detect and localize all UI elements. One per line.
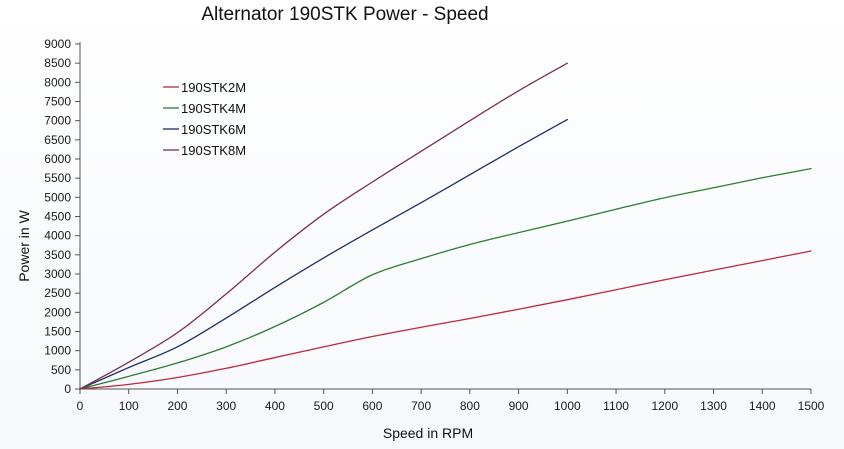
y-tick-label: 2500 xyxy=(44,286,71,300)
x-tick-label: 200 xyxy=(167,399,187,413)
x-tick-label: 1200 xyxy=(651,399,678,413)
y-tick-label: 4500 xyxy=(44,210,71,224)
axes: 0500100015002000250030003500400045005000… xyxy=(44,37,824,413)
x-tick-label: 500 xyxy=(314,399,334,413)
y-tick-label: 7000 xyxy=(44,114,71,128)
x-tick-label: 800 xyxy=(460,399,480,413)
y-tick-label: 6500 xyxy=(44,133,71,147)
x-tick-label: 0 xyxy=(77,399,84,413)
series-line-190stk8m xyxy=(79,62,568,390)
y-tick-label: 0 xyxy=(64,382,71,396)
y-tick-label: 1500 xyxy=(44,325,71,339)
legend-label-190stk8m: 190STK8M xyxy=(181,143,246,158)
series-line-190stk6m xyxy=(79,118,568,390)
x-tick-label: 1100 xyxy=(603,399,629,413)
y-tick-label: 8500 xyxy=(44,56,71,70)
x-tick-label: 1500 xyxy=(798,399,825,413)
y-tick-label: 8000 xyxy=(44,75,71,89)
x-tick-label: 1300 xyxy=(700,399,727,413)
y-tick-label: 2000 xyxy=(44,305,71,319)
x-axis-label: Speed in RPM xyxy=(383,425,473,441)
x-tick-label: 1000 xyxy=(554,399,581,413)
y-tick-label: 3500 xyxy=(44,248,71,262)
y-tick-label: 4000 xyxy=(44,229,71,243)
y-tick-label: 3000 xyxy=(44,267,71,281)
chart-title: Alternator 190STK Power - Speed xyxy=(201,4,488,25)
legend: 190STK2M 190STK4M 190STK6M 190STK8M xyxy=(163,80,246,158)
y-tick-label: 6000 xyxy=(44,152,71,166)
legend-label-190stk6m: 190STK6M xyxy=(181,122,246,137)
legend-label-190stk4m: 190STK4M xyxy=(181,101,246,116)
series-line-190stk4m xyxy=(79,167,812,390)
x-tick-label: 400 xyxy=(265,399,285,413)
x-tick-label: 700 xyxy=(411,399,431,413)
series-line-190stk2m xyxy=(79,250,812,390)
x-tick-label: 100 xyxy=(119,399,139,413)
y-tick-label: 5500 xyxy=(44,171,71,185)
y-tick-label: 9000 xyxy=(44,37,71,51)
y-tick-label: 1000 xyxy=(44,344,71,358)
y-tick-label: 500 xyxy=(51,363,71,377)
x-tick-label: 900 xyxy=(509,399,529,413)
series-lines xyxy=(79,62,812,390)
y-tick-label: 7500 xyxy=(44,95,71,109)
x-tick-label: 600 xyxy=(362,399,382,413)
y-axis-label: Power in W xyxy=(16,209,32,281)
x-tick-label: 1400 xyxy=(749,399,776,413)
legend-label-190stk2m: 190STK2M xyxy=(181,80,246,95)
x-tick-label: 300 xyxy=(216,399,236,413)
y-tick-label: 5000 xyxy=(44,190,71,204)
